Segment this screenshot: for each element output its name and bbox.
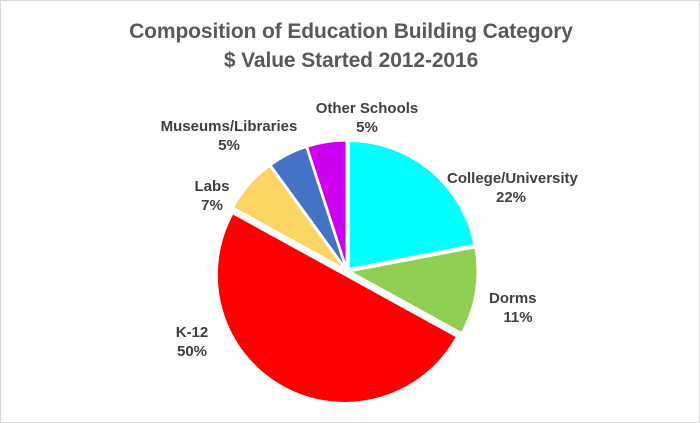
pie-slice-group	[215, 139, 479, 404]
pie-slice	[347, 140, 476, 271]
slice-label-name: Dorms	[489, 290, 537, 307]
slice-label-name: K-12	[175, 324, 209, 341]
slice-label-percent: 11%	[503, 309, 533, 326]
pie-slice	[348, 246, 479, 335]
slice-label-percent: 5%	[218, 137, 240, 154]
slice-label-museums-libraries: Museums/Libraries 5%	[156, 117, 302, 155]
slice-label-percent: 22%	[495, 189, 527, 206]
slice-label-name: College/University	[447, 170, 578, 187]
slice-label-college-university: College/University 22%	[447, 169, 581, 207]
chart-title-line-2: $ Value Started 2012-2016	[223, 49, 479, 72]
slice-label-name: Labs	[194, 178, 230, 195]
chart-title-line-1: Composition of Education Building Catego…	[129, 20, 573, 43]
pie-slice	[215, 212, 459, 404]
slice-label-percent: 7%	[201, 197, 223, 214]
slice-label-k12: K-12 50%	[157, 323, 227, 361]
slice-label-other-schools: Other Schools 5%	[299, 99, 435, 137]
slice-label-labs: Labs 7%	[183, 177, 241, 215]
slice-label-percent: 5%	[356, 119, 378, 136]
chart-title: Composition of Education Building Catego…	[1, 17, 699, 75]
slice-label-percent: 50%	[176, 343, 208, 360]
slice-label-dorms: Dorms 11%	[489, 289, 549, 327]
pie-slice	[306, 139, 348, 270]
slice-label-name: Other Schools	[315, 100, 419, 117]
slice-label-name: Museums/Libraries	[160, 118, 298, 135]
